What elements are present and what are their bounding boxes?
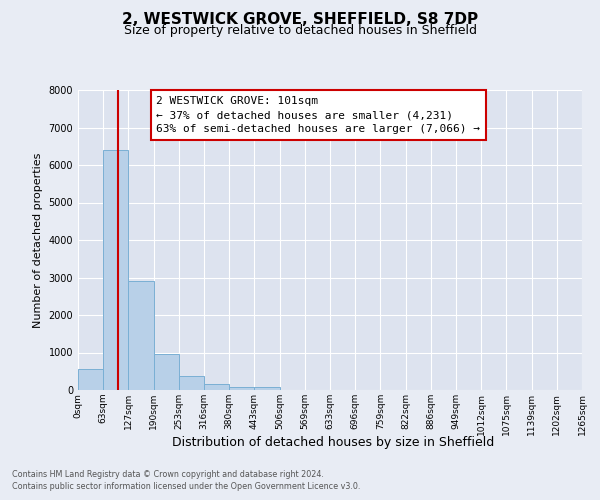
Text: Contains public sector information licensed under the Open Government Licence v3: Contains public sector information licen… xyxy=(12,482,361,491)
Bar xyxy=(78,370,103,390)
Text: Contains HM Land Registry data © Crown copyright and database right 2024.: Contains HM Land Registry data © Crown c… xyxy=(12,470,324,479)
Bar xyxy=(154,354,179,390)
Bar xyxy=(229,387,254,390)
Text: Distribution of detached houses by size in Sheffield: Distribution of detached houses by size … xyxy=(172,436,494,449)
Bar xyxy=(179,376,204,390)
Text: 2 WESTWICK GROVE: 101sqm
← 37% of detached houses are smaller (4,231)
63% of sem: 2 WESTWICK GROVE: 101sqm ← 37% of detach… xyxy=(156,96,480,134)
Text: Size of property relative to detached houses in Sheffield: Size of property relative to detached ho… xyxy=(124,24,476,37)
Bar xyxy=(254,388,280,390)
Y-axis label: Number of detached properties: Number of detached properties xyxy=(33,152,43,328)
Bar xyxy=(204,384,229,390)
Text: 2, WESTWICK GROVE, SHEFFIELD, S8 7DP: 2, WESTWICK GROVE, SHEFFIELD, S8 7DP xyxy=(122,12,478,28)
Bar xyxy=(103,150,128,390)
Bar xyxy=(128,280,154,390)
